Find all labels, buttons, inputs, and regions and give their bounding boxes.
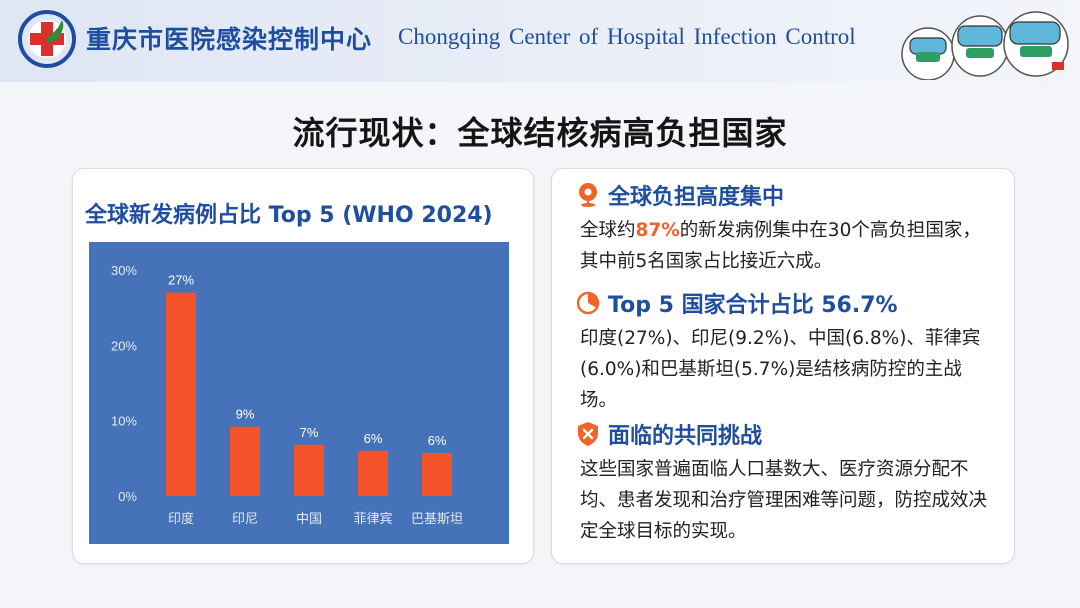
chart-title: 全球新发病例占比 Top 5 (WHO 2024) [85, 203, 493, 228]
section-2-heading: Top 5 国家合计占比 56.7% [608, 293, 898, 318]
y-tick-label: 30% [111, 263, 137, 278]
x-tick-label: 印度 [168, 511, 194, 527]
bar [422, 453, 452, 496]
section-3-heading: 面临的共同挑战 [608, 424, 763, 449]
chart-card: 全球新发病例占比 Top 5 (WHO 2024) 0% 10% 20% 30% 27%… [72, 168, 534, 564]
section-1-body-suffix: 的新发病例集中在30个高负担国家，其中前5名国家占比接近六成。 [580, 220, 981, 272]
chart-background [89, 242, 509, 544]
page-title: 流行现状：全球结核病高负担国家 [292, 114, 788, 152]
pie-chart-icon [576, 291, 600, 315]
section-1-highlight: 87% [635, 220, 680, 241]
info-card: 全球负担高度集中 全球约87%的新发病例集中在30个高负担国家，其中前5名国家占… [551, 168, 1015, 564]
section-1-heading: 全球负担高度集中 [608, 185, 785, 210]
x-tick-label: 菲律宾 [353, 511, 392, 527]
data-label: 6% [428, 433, 447, 448]
data-label: 6% [364, 431, 383, 446]
shield-x-icon [578, 422, 598, 446]
bar [230, 426, 260, 496]
section-1-body: 全球约87%的新发病例集中在30个高负担国家，其中前5名国家占比接近六成。 [580, 215, 996, 277]
bar [358, 450, 388, 496]
location-pin-icon [579, 183, 597, 207]
bar-chart: 0% 10% 20% 30% 27% 印度 9% 印尼 7% 中国 6% 菲律宾 6% 巴基斯坦 [89, 242, 509, 544]
data-label: 9% [236, 407, 255, 422]
header-banner: 重庆市医院感染控制中心 Chongqing Center of Hospital… [0, 0, 1080, 82]
bar [166, 292, 196, 496]
x-tick-label: 中国 [296, 512, 322, 527]
x-tick-label: 巴基斯坦 [411, 512, 463, 527]
data-label: 27% [168, 273, 194, 288]
org-name-en: Chongqing Center of Hospital Infection C… [398, 24, 856, 49]
medical-staff-mascots-icon [901, 11, 1069, 80]
data-label: 7% [300, 425, 319, 440]
section-3-body: 这些国家普遍面临人口基数大、医疗资源分配不均、患者发现和治疗管理困难等问题，防控… [580, 459, 988, 542]
y-tick-label: 0% [118, 489, 137, 504]
section-1-body-prefix: 全球约 [580, 220, 636, 241]
y-tick-label: 20% [111, 338, 137, 353]
org-name-cn: 重庆市医院感染控制中心 [86, 25, 373, 54]
section-2-body: 印度(27%)、印尼(9.2%)、中国(6.8%)、菲律宾(6.0%)和巴基斯坦… [580, 328, 981, 411]
hospital-infection-logo-icon [18, 10, 76, 68]
bar [294, 444, 324, 496]
x-tick-label: 印尼 [232, 512, 258, 527]
y-tick-label: 10% [111, 414, 137, 429]
